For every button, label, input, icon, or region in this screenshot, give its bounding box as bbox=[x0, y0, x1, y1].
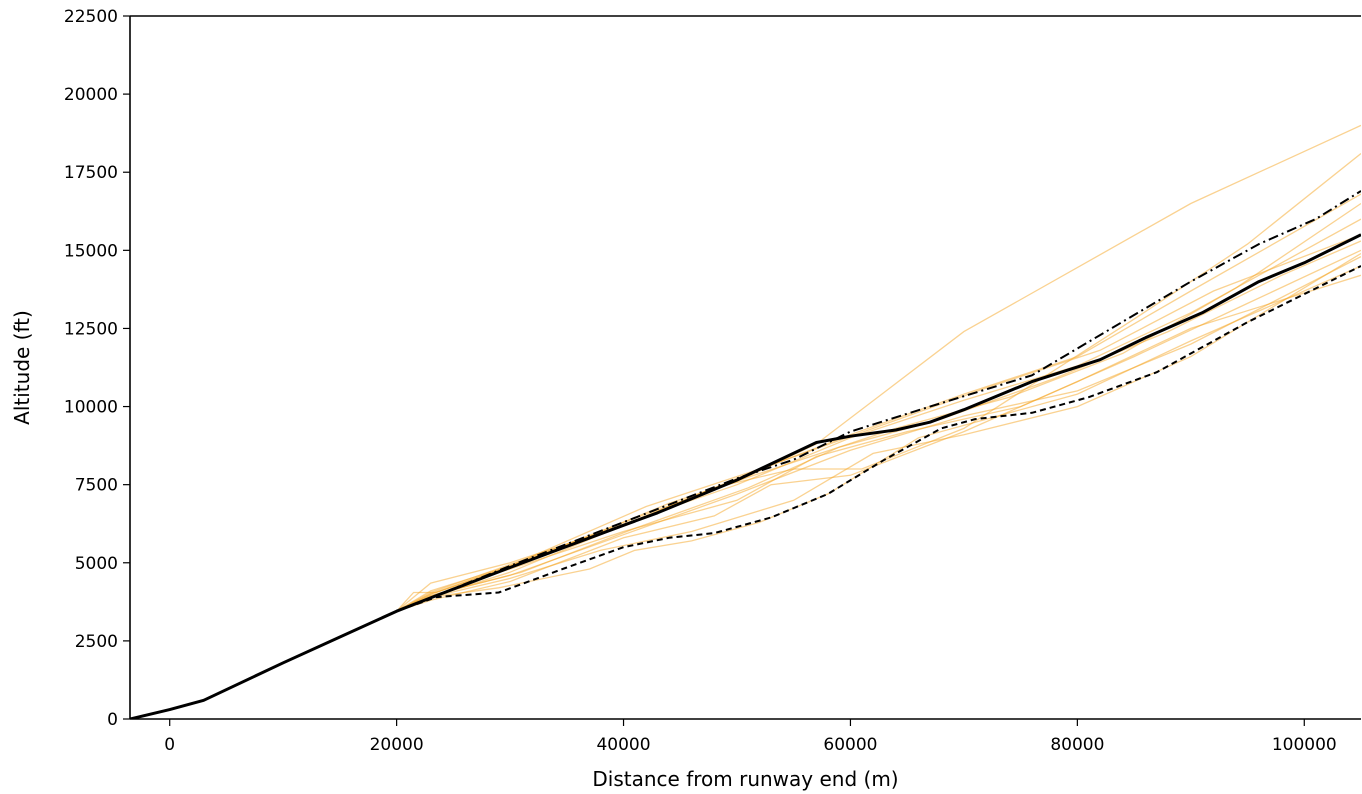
x-tick-label: 20000 bbox=[370, 735, 424, 755]
trace-line-2 bbox=[130, 152, 1361, 719]
y-tick-label: 12500 bbox=[64, 319, 118, 339]
y-tick-label: 7500 bbox=[75, 476, 118, 496]
series-line-dashed bbox=[130, 265, 1361, 719]
y-tick-label: 15000 bbox=[64, 241, 118, 261]
x-tick-label: 0 bbox=[164, 735, 175, 755]
x-axis-label: Distance from runway end (m) bbox=[592, 767, 898, 791]
y-tick-label: 0 bbox=[107, 710, 118, 730]
y-tick-label: 5000 bbox=[75, 554, 118, 574]
trace-line-9 bbox=[130, 218, 1361, 719]
series-line-solid bbox=[130, 233, 1361, 719]
x-tick-label: 40000 bbox=[596, 735, 650, 755]
trace-line-3 bbox=[130, 193, 1361, 719]
y-axis-label: Altitude (ft) bbox=[10, 310, 34, 425]
trace-line-4 bbox=[130, 274, 1361, 719]
x-tick-label: 60000 bbox=[823, 735, 877, 755]
y-tick-label: 20000 bbox=[64, 85, 118, 105]
trace-line-5 bbox=[130, 265, 1361, 719]
axes-frame bbox=[129, 15, 1361, 720]
individual-traces bbox=[130, 124, 1361, 719]
y-tick-label: 10000 bbox=[64, 398, 118, 418]
trace-line-1 bbox=[130, 124, 1361, 719]
x-tick-label: 100000 bbox=[1272, 735, 1337, 755]
y-tick-label: 17500 bbox=[64, 163, 118, 183]
trace-line-11 bbox=[130, 202, 1361, 719]
axis-ticks: 0 20000 40000 60000 80000 100000 0 2500 5000 7500… bbox=[64, 7, 1337, 755]
statistics-series bbox=[130, 190, 1361, 719]
y-tick-label: 22500 bbox=[64, 7, 118, 27]
x-tick-label: 80000 bbox=[1050, 735, 1104, 755]
y-tick-label: 2500 bbox=[75, 632, 118, 652]
series-line-dashdot bbox=[130, 190, 1361, 719]
